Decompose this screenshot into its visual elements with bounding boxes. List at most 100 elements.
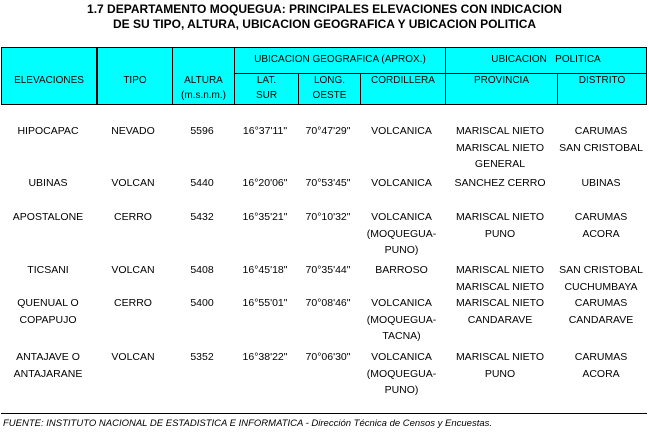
cell-line: 70°53'45": [305, 177, 351, 189]
cell-cordillera: VOLCANICA (MOQUEGUA- PUNO): [359, 349, 444, 399]
header-cordillera: CORDILLERA: [371, 75, 435, 86]
cell-line: QUENUAL O: [17, 297, 79, 309]
cell-line: MARISCAL NIETO: [455, 141, 545, 154]
cell-line: APOSTALONE: [12, 211, 84, 223]
title-line-1: 1.7 DEPARTAMENTO MOQUEGUA: PRINCIPALES E…: [87, 2, 562, 16]
cell-line: VOLCAN: [111, 351, 155, 363]
cell-long: 70°06'30": [297, 349, 359, 366]
cell-line: MARISCAL NIETO: [455, 280, 545, 293]
footer-divider: [1, 413, 647, 414]
cell-line: 5596: [190, 125, 214, 137]
cell-line: SAN CRISTOBAL: [559, 141, 643, 154]
cell-line: ACORA: [582, 227, 620, 240]
cell-distrito: CARUMAS ACORA: [556, 209, 646, 242]
cell-line: MARISCAL NIETO: [455, 125, 545, 137]
cell-line: VOLCANICA: [371, 211, 432, 223]
cell-line: TACNA): [382, 330, 421, 342]
cell-tipo: CERRO: [95, 209, 171, 226]
cell-line: 16°45'18": [242, 264, 288, 276]
cell-line: CERRO: [114, 211, 152, 223]
cell-tipo: NEVADO: [95, 123, 171, 140]
cell-provincia: MARISCAL NIETO MARISCAL NIETO GENERAL: [444, 123, 556, 173]
cell-line: PUNO: [484, 367, 516, 380]
cell-line: 70°10'32": [305, 211, 351, 223]
cell-distrito: CARUMAS SAN CRISTOBAL: [556, 123, 646, 156]
cell-lat: 16°37'11": [233, 123, 297, 140]
cell-distrito: CARUMAS ACORA: [556, 349, 646, 382]
cell-distrito: SAN CRISTOBAL CUCHUMBAYA: [556, 262, 646, 295]
cell-line: CARUMAS: [574, 351, 628, 363]
cell-line: COPAPUJO: [19, 313, 77, 326]
cell-line: ANTAJAVE O: [16, 351, 80, 363]
cell-line: 16°37'11": [242, 125, 288, 137]
cell-line: 70°06'30": [305, 351, 351, 363]
cell-line: 5408: [190, 264, 214, 276]
header-lat-sur: SUR: [255, 90, 278, 101]
cell-provincia: MARISCAL NIETO MARISCAL NIETO: [444, 262, 556, 295]
header-tipo: TIPO: [123, 75, 147, 86]
cell-elevacion: TICSANI: [1, 262, 95, 279]
cell-line: VOLCANICA: [371, 351, 432, 363]
cell-line: 70°08'46": [305, 297, 351, 309]
cell-line: UBINAS: [581, 177, 621, 189]
header-provincia: PROVINCIA: [473, 75, 529, 86]
footer-source: FUENTE: INSTITUTO NACIONAL DE ESTADISTIC…: [3, 418, 493, 429]
cell-line: NEVADO: [111, 125, 155, 137]
cell-line: CARUMAS: [574, 211, 628, 223]
cell-line: PUNO: [484, 227, 516, 240]
cell-lat: 16°38'22": [233, 349, 297, 366]
cell-line: CARUMAS: [574, 125, 628, 137]
cell-altura: 5400: [171, 295, 233, 312]
cell-tipo: CERRO: [95, 295, 171, 312]
cell-line: 16°35'21": [242, 211, 288, 223]
cell-line: VOLCAN: [111, 264, 155, 276]
cell-line: ANTAJARANE: [13, 367, 83, 380]
cell-tipo: VOLCAN: [95, 175, 171, 192]
cell-cordillera: VOLCANICA: [359, 123, 444, 140]
header-distrito: DISTRITO: [578, 75, 626, 86]
cell-cordillera: BARROSO: [359, 262, 444, 279]
cell-elevacion: HIPOCAPAC: [1, 123, 95, 140]
cell-altura: 5408: [171, 262, 233, 279]
cell-elevacion: ANTAJAVE O ANTAJARANE: [1, 349, 95, 382]
header-ubicacion-politica: UBICACION POLITICA: [491, 54, 601, 65]
cell-line: MARISCAL NIETO: [455, 351, 545, 363]
cell-line: PUNO): [384, 244, 419, 256]
cell-cordillera: VOLCANICA (MOQUEGUA- PUNO): [359, 209, 444, 259]
cell-line: 5352: [190, 351, 214, 363]
header-altura: ALTURA: [184, 75, 223, 86]
cell-line: SANCHEZ CERRO: [454, 177, 546, 189]
cell-long: 70°47'29": [297, 123, 359, 140]
cell-line: GENERAL: [474, 158, 526, 170]
header-ubicacion-geografica: UBICACION GEOGRAFICA (APROX.): [254, 54, 426, 65]
cell-line: (MOQUEGUA-: [366, 313, 437, 326]
cell-line: HIPOCAPAC: [17, 125, 79, 137]
cell-altura: 5440: [171, 175, 233, 192]
cell-lat: 16°45'18": [233, 262, 297, 279]
cell-elevacion: QUENUAL O COPAPUJO: [1, 295, 95, 328]
cell-elevacion: APOSTALONE: [1, 209, 95, 226]
cell-line: VOLCANICA: [371, 297, 432, 309]
cell-line: VOLCANICA: [371, 125, 432, 137]
cell-line: 70°35'44": [305, 264, 351, 276]
cell-line: CANDARAVE: [568, 313, 634, 326]
cell-altura: 5432: [171, 209, 233, 226]
cell-altura: 5352: [171, 349, 233, 366]
cell-line: (MOQUEGUA-: [366, 367, 437, 380]
cell-line: VOLCAN: [111, 177, 155, 189]
cell-line: CANDARAVE: [467, 313, 533, 326]
cell-long: 70°10'32": [297, 209, 359, 226]
header-altura-unit: (m.s.n.m.): [181, 90, 226, 101]
cell-lat: 16°35'21": [233, 209, 297, 226]
cell-line: MARISCAL NIETO: [455, 297, 545, 309]
cell-distrito: CARUMAS CANDARAVE: [556, 295, 646, 328]
cell-line: CARUMAS: [574, 297, 628, 309]
cell-line: 16°55'01": [242, 297, 288, 309]
cell-line: VOLCANICA: [371, 177, 432, 189]
cell-line: 16°20'06": [242, 177, 288, 189]
header-lat: LAT.: [256, 75, 277, 86]
cell-line: MARISCAL NIETO: [455, 211, 545, 223]
cell-provincia: MARISCAL NIETO PUNO: [444, 349, 556, 382]
cell-lat: 16°55'01": [233, 295, 297, 312]
